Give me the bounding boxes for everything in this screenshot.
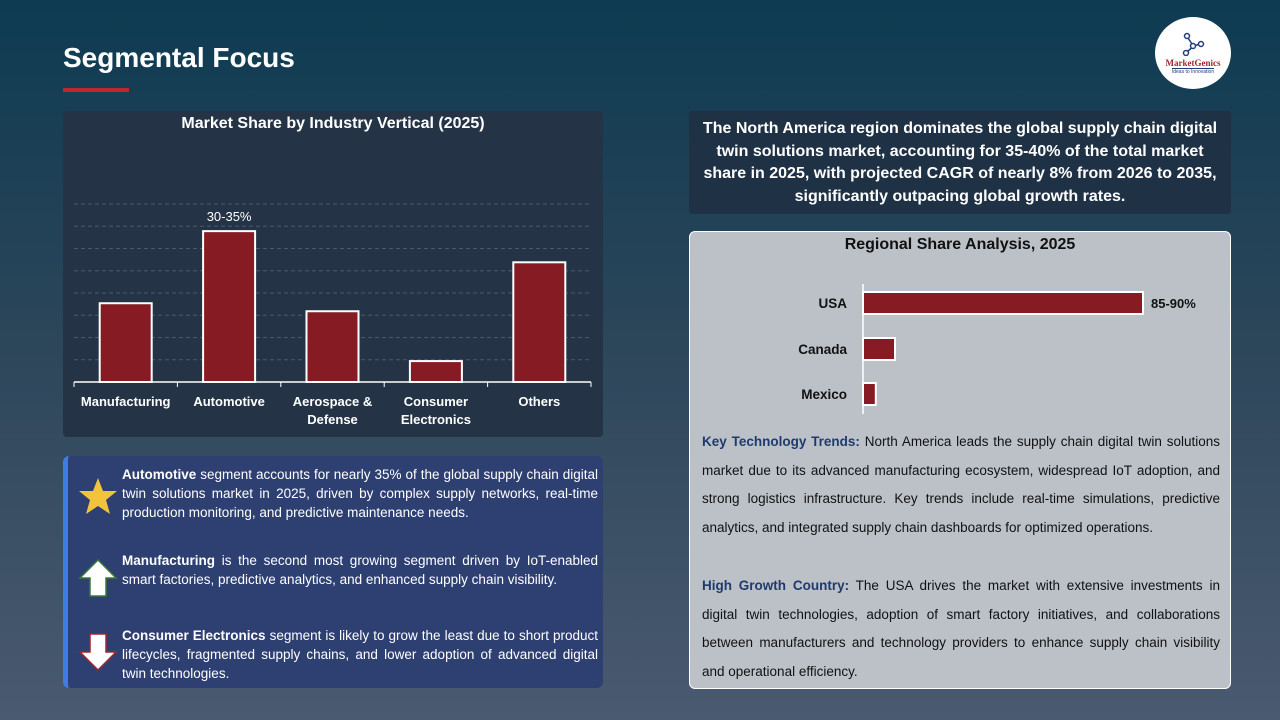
category-label: Canada bbox=[798, 342, 847, 357]
growth-text: High Growth Country: The USA drives the … bbox=[702, 578, 1220, 680]
bar-usa bbox=[862, 291, 1144, 315]
category-label: Manufacturing bbox=[81, 394, 171, 409]
category-label: Defense bbox=[307, 412, 358, 427]
industry-bar-chart: Manufacturing 30-35% Automotive Aerospace &… bbox=[73, 203, 592, 427]
category-label: USA bbox=[818, 296, 847, 311]
industry-chart-panel: Market Share by Industry Vertical (2025)… bbox=[63, 111, 603, 437]
bar-others bbox=[512, 261, 567, 383]
logo: MarketGenics Ideas to Innovation bbox=[1155, 17, 1231, 89]
category-label: Others bbox=[518, 394, 560, 409]
chart-title: Regional Share Analysis, 2025 bbox=[844, 236, 1076, 253]
category-label: Aerospace & bbox=[293, 394, 372, 409]
category-label: Consumer bbox=[404, 394, 468, 409]
bar-mexico bbox=[862, 382, 877, 406]
chart-title: Market Share by Industry Vertical (2025) bbox=[181, 115, 485, 132]
trends-text: Key Technology Trends: North America lea… bbox=[702, 434, 1220, 536]
bar-canada bbox=[862, 337, 896, 361]
arrow-up-icon bbox=[78, 558, 118, 597]
insight-manufacturing: Manufacturing is the second most growing… bbox=[122, 553, 598, 587]
title-underline bbox=[63, 88, 129, 92]
data-label: 85-90% bbox=[1151, 296, 1196, 311]
molecule-icon bbox=[1182, 32, 1205, 56]
insight-automotive: Automotive segment accounts for nearly 3… bbox=[122, 467, 598, 520]
insight-consumer-electronics: Consumer Electronics segment is likely t… bbox=[122, 628, 599, 681]
bar-manufacturing bbox=[98, 302, 153, 383]
star-icon bbox=[79, 478, 117, 514]
regional-panel: Regional Share Analysis, 2025 USA 85-90% C… bbox=[689, 231, 1231, 689]
bar-aerospace-defense bbox=[305, 310, 360, 383]
summary-box: The North America region dominates the g… bbox=[689, 111, 1231, 214]
arrow-down-icon bbox=[78, 633, 118, 672]
category-label: Mexico bbox=[801, 387, 847, 402]
data-label: 30-35% bbox=[207, 209, 252, 224]
bar-automotive bbox=[202, 230, 257, 383]
page-title: Segmental Focus bbox=[63, 42, 295, 73]
category-label: Electronics bbox=[401, 412, 471, 427]
bar-consumer-electronics bbox=[408, 360, 463, 384]
regional-bar-chart: USA 85-90% Canada Mexico bbox=[798, 284, 1196, 414]
insights-panel: Automotive segment accounts for nearly 3… bbox=[63, 456, 603, 688]
category-label: Automotive bbox=[193, 394, 265, 409]
